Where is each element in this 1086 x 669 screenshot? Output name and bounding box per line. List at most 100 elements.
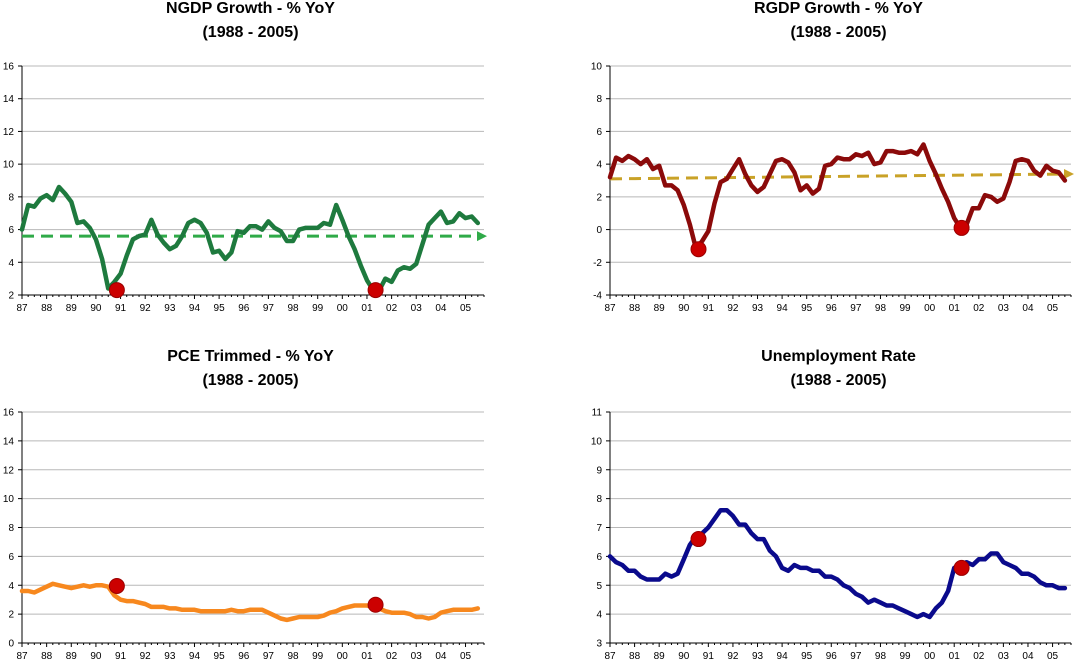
x-tick-label: 04: [1022, 651, 1034, 662]
x-tick-label: 93: [164, 651, 176, 662]
y-tick-label: 10: [591, 436, 603, 447]
x-tick-label: 02: [386, 651, 398, 662]
series-line: [607, 142, 1068, 252]
x-tick-label: 05: [1047, 303, 1059, 314]
x-tick-label: 01: [361, 651, 373, 662]
x-tick-label: 92: [727, 303, 739, 314]
x-tick-label: 91: [115, 651, 127, 662]
x-tick-label: 90: [678, 303, 690, 314]
x-tick-label: 91: [703, 303, 715, 314]
y-tick-label: 6: [596, 552, 602, 563]
chart-subtitle: (1988 - 2005): [202, 372, 299, 389]
chart-title: NGDP Growth - % YoY: [166, 0, 335, 17]
x-tick-label: 05: [460, 303, 472, 314]
trend-arrowhead: [1064, 168, 1074, 179]
x-tick-label: 97: [850, 651, 862, 662]
x-tick-label: 87: [604, 303, 616, 314]
y-tick-label: 7: [596, 523, 602, 534]
y-tick-label: 4: [596, 160, 602, 171]
x-tick-label: 95: [801, 303, 813, 314]
x-tick-label: 97: [850, 303, 862, 314]
x-tick-label: 96: [238, 303, 250, 314]
y-tick-label: 10: [3, 160, 15, 171]
x-tick-label: 99: [899, 303, 911, 314]
x-tick-label: 94: [777, 303, 789, 314]
x-tick-label: 02: [386, 303, 398, 314]
y-tick-label: 2: [8, 291, 14, 302]
marker-dot: [690, 241, 707, 258]
y-tick-label: 4: [8, 258, 14, 269]
x-tick-label: 91: [703, 651, 715, 662]
x-tick-label: 99: [312, 303, 324, 314]
marker-dot: [953, 559, 970, 576]
x-tick-label: 94: [189, 303, 201, 314]
marker-dot: [953, 219, 970, 236]
series-line: [607, 507, 1068, 620]
x-tick-label: 93: [752, 651, 764, 662]
x-tick-label: 96: [826, 651, 838, 662]
y-tick-label: 8: [8, 523, 14, 534]
y-tick-label: 8: [596, 494, 602, 505]
y-tick-label: 2: [8, 610, 14, 621]
chart-subtitle: (1988 - 2005): [202, 24, 299, 41]
x-tick-label: 00: [337, 303, 349, 314]
x-tick-label: 99: [312, 651, 324, 662]
y-tick-label: 9: [596, 465, 602, 476]
x-tick-label: 96: [238, 651, 250, 662]
series-line: [19, 184, 481, 293]
x-tick-label: 03: [998, 651, 1010, 662]
x-tick-label: 04: [435, 651, 447, 662]
chart-subtitle: (1988 - 2005): [790, 24, 887, 41]
x-tick-label: 03: [998, 303, 1010, 314]
y-tick-label: 4: [596, 610, 602, 621]
y-tick-label: 14: [3, 94, 15, 105]
x-tick-label: 95: [214, 303, 226, 314]
x-tick-label: 02: [973, 303, 985, 314]
x-tick-label: 87: [604, 651, 616, 662]
y-tick-label: 8: [596, 94, 602, 105]
chart-panel-rgdp: RGDP Growth - % YoY (1988 - 2005) -4 -2 0 2…: [543, 0, 1086, 332]
y-tick-label: 5: [596, 581, 602, 592]
marker-dot: [367, 596, 384, 613]
x-tick-label: 97: [263, 303, 275, 314]
x-tick-label: 89: [654, 303, 666, 314]
y-tick-label: 3: [596, 639, 602, 650]
trend-line: [609, 172, 1068, 181]
x-tick-label: 93: [752, 303, 764, 314]
x-tick-label: 91: [115, 303, 127, 314]
x-tick-label: 95: [801, 651, 813, 662]
trend-arrowhead: [477, 231, 487, 242]
x-tick-label: 99: [899, 651, 911, 662]
chart-title: Unemployment Rate: [761, 348, 916, 365]
chart-title: PCE Trimmed - % YoY: [167, 348, 334, 365]
x-tick-label: 94: [777, 651, 789, 662]
x-tick-label: 90: [678, 651, 690, 662]
x-tick-label: 00: [924, 303, 936, 314]
chart-panel-ngdp: NGDP Growth - % YoY (1988 - 2005) 2 4 6 8 10…: [0, 0, 543, 332]
marker-dot: [108, 282, 125, 299]
y-tick-label: 12: [3, 127, 15, 138]
x-tick-label: 03: [411, 303, 423, 314]
x-tick-label: 98: [875, 651, 887, 662]
marker-dot: [108, 577, 125, 594]
y-tick-label: 16: [3, 62, 15, 73]
x-tick-label: 88: [41, 303, 53, 314]
x-tick-label: 98: [287, 303, 299, 314]
y-tick-label: 12: [3, 465, 15, 476]
y-tick-label: 10: [591, 62, 603, 73]
y-tick-label: 2: [596, 192, 602, 203]
y-tick-label: -2: [593, 258, 602, 269]
x-tick-label: 05: [460, 651, 472, 662]
y-tick-label: -4: [593, 291, 602, 302]
series-line: [19, 581, 481, 623]
x-tick-label: 96: [826, 303, 838, 314]
x-tick-label: 92: [140, 303, 152, 314]
x-tick-label: 88: [629, 303, 641, 314]
x-tick-label: 04: [1022, 303, 1034, 314]
x-tick-label: 87: [16, 651, 28, 662]
